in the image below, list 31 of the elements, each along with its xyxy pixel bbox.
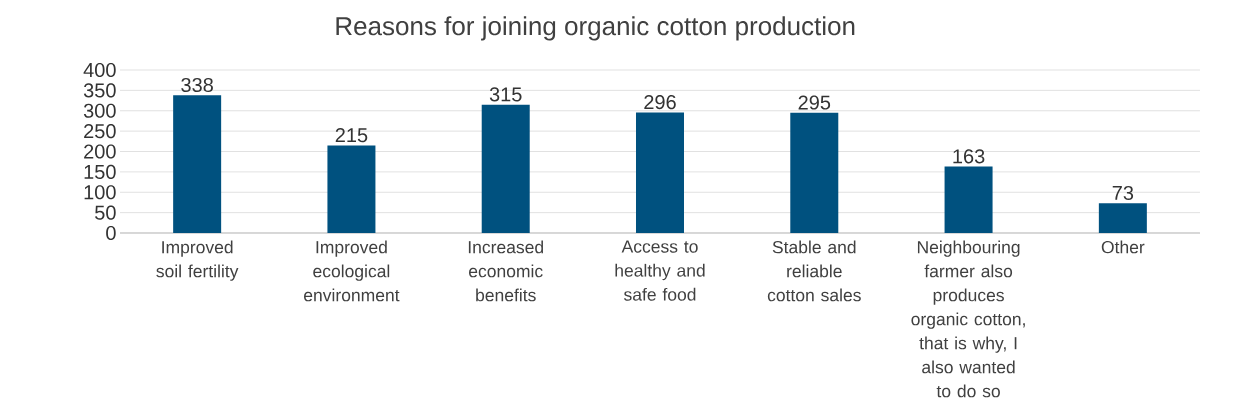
bar bbox=[481, 104, 530, 233]
bar bbox=[944, 166, 993, 233]
x-tick-label: Neighbouring farmer also produces organic cotton, that is why, I also wanted to do so bbox=[911, 240, 1025, 398]
y-tick-label: 350 bbox=[83, 83, 116, 98]
bar bbox=[790, 112, 839, 233]
x-tick-label: Access to healthy and safe food bbox=[615, 240, 705, 301]
x-tick-label: Increased economic benefits bbox=[468, 240, 544, 302]
bar bbox=[636, 112, 684, 233]
data-label: 73 bbox=[1112, 185, 1134, 201]
x-tick-label: Improved ecological environment bbox=[304, 240, 400, 302]
data-label: 338 bbox=[181, 77, 213, 93]
y-tick-label: 100 bbox=[84, 185, 116, 200]
y-tick-label: 50 bbox=[95, 205, 116, 220]
bar bbox=[173, 95, 222, 233]
data-label: 215 bbox=[335, 128, 368, 143]
chart-title: Reasons for joining organic cotton production bbox=[336, 16, 855, 41]
bar bbox=[327, 145, 376, 233]
y-tick-label: 400 bbox=[83, 62, 116, 78]
x-tick-label: Other bbox=[1101, 240, 1145, 254]
x-tick-label: Stable and reliable cotton sales bbox=[767, 240, 861, 302]
y-tick-label: 250 bbox=[84, 124, 116, 139]
data-label: 295 bbox=[798, 95, 831, 110]
data-label: 163 bbox=[953, 149, 985, 164]
data-label: 296 bbox=[644, 95, 676, 110]
y-tick-label: 200 bbox=[84, 144, 116, 159]
y-tick-label: 0 bbox=[106, 225, 116, 241]
x-tick-label: Improved soil fertility bbox=[156, 240, 239, 281]
bar bbox=[1098, 203, 1147, 233]
y-tick-label: 300 bbox=[83, 103, 116, 118]
y-tick-label: 150 bbox=[84, 164, 116, 179]
data-label: 315 bbox=[489, 87, 522, 102]
